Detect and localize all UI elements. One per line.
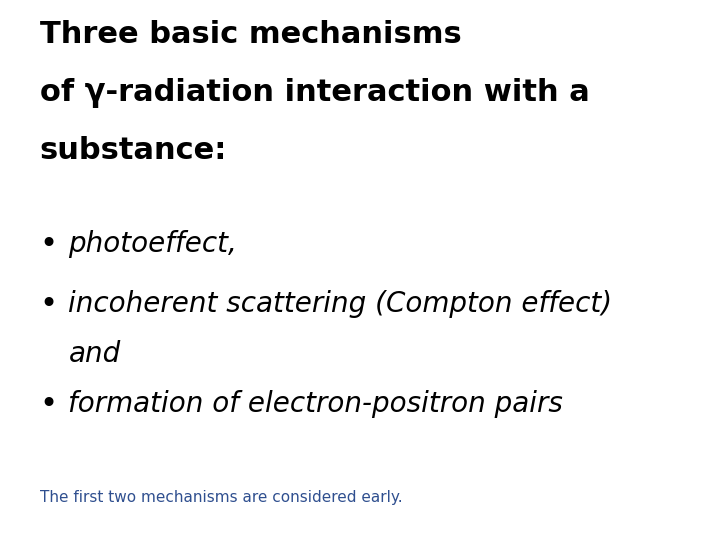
Text: •: • bbox=[40, 390, 58, 419]
Text: incoherent scattering (Compton effect): incoherent scattering (Compton effect) bbox=[68, 290, 613, 318]
Text: photoeffect,: photoeffect, bbox=[68, 230, 238, 258]
Text: of γ-radiation interaction with a: of γ-radiation interaction with a bbox=[40, 78, 590, 108]
Text: The first two mechanisms are considered early.: The first two mechanisms are considered … bbox=[40, 490, 402, 505]
Text: formation of electron-positron pairs: formation of electron-positron pairs bbox=[68, 390, 563, 418]
Text: substance:: substance: bbox=[40, 136, 227, 165]
Text: Three basic mechanisms: Three basic mechanisms bbox=[40, 20, 462, 49]
Text: •: • bbox=[40, 230, 58, 259]
Text: •: • bbox=[40, 290, 58, 319]
Text: and: and bbox=[68, 340, 121, 368]
